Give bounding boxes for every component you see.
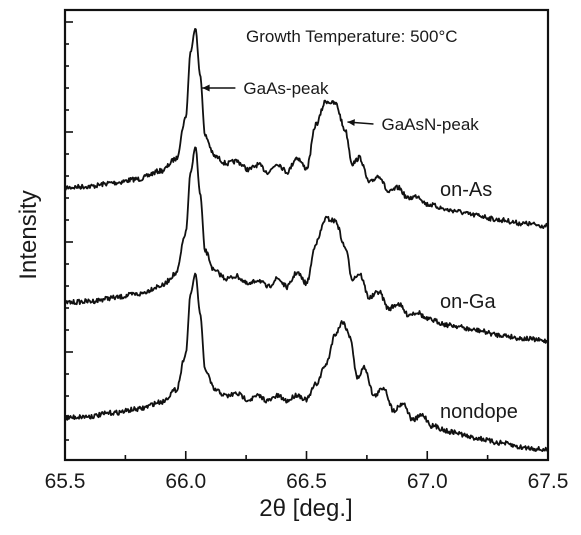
x-tick-label: 65.5 — [45, 470, 86, 493]
series-curve-on-As — [64, 28, 549, 229]
x-axis-ticks — [64, 451, 549, 460]
peak-annotations: GaAs-peak GaAsN-peak — [202, 79, 479, 134]
gaas-peak-label: GaAs-peak — [243, 79, 329, 98]
series-curve-on-Ga — [64, 146, 549, 344]
gaasn-peak-arrow-head — [347, 119, 355, 127]
series-label-on-As: on-As — [440, 179, 492, 201]
growth-temperature-note: Growth Temperature: 500°C — [246, 27, 458, 46]
series-label-nondope: nondope — [440, 401, 518, 423]
y-axis-ticks — [65, 21, 73, 441]
x-tick-label: 67.0 — [407, 470, 448, 493]
gaas-peak-arrow-head — [202, 84, 210, 92]
x-axis-title: 2θ [deg.] — [259, 495, 352, 522]
gaasn-peak-label: GaAsN-peak — [381, 115, 479, 134]
series-label-on-Ga: on-Ga — [440, 291, 496, 313]
x-tick-labels: 65.5 66.0 66.5 67.0 67.5 — [45, 470, 569, 493]
x-tick-label: 66.5 — [286, 470, 327, 493]
series-curve-nondope — [64, 272, 549, 453]
x-tick-label: 67.5 — [528, 470, 569, 493]
plot-frame — [63, 8, 550, 462]
y-axis-title: Intensity — [15, 190, 42, 279]
series-curves — [64, 28, 549, 453]
series-labels: on-As on-Ga nondope — [440, 179, 518, 423]
x-tick-label: 66.0 — [165, 470, 206, 493]
